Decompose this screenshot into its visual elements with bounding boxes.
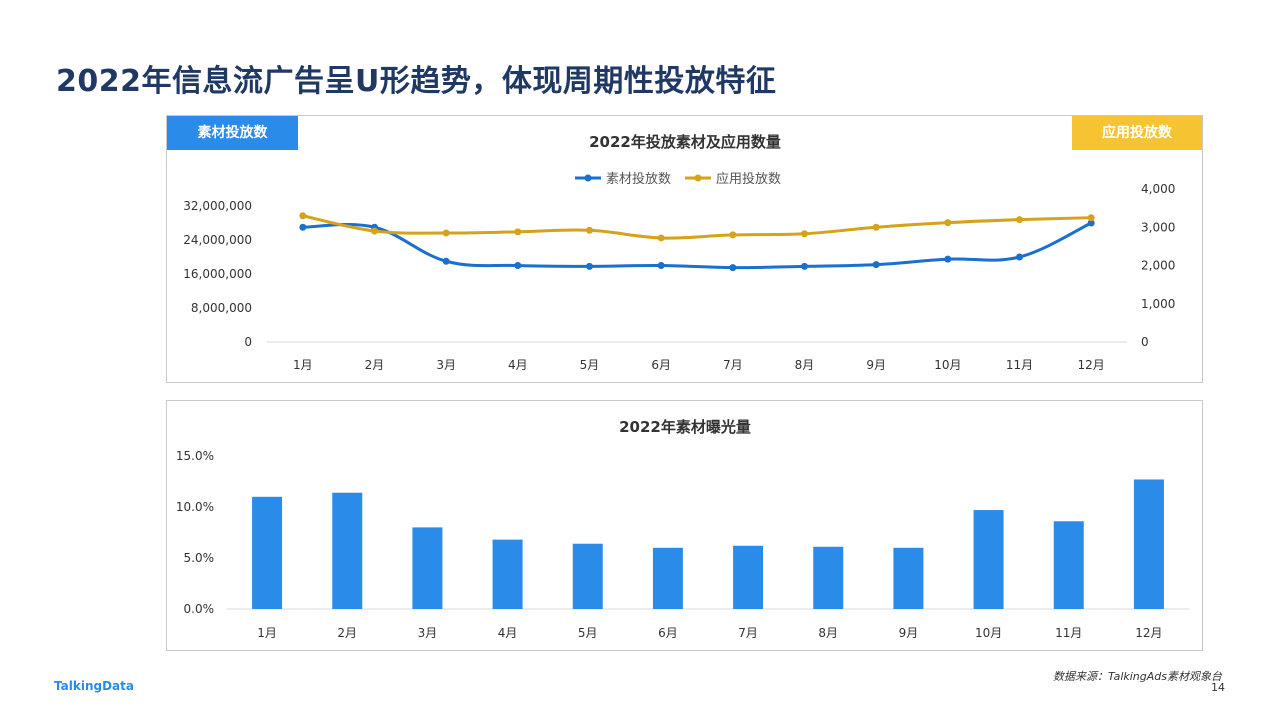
chart-title: 2022年投放素材及应用数量 bbox=[589, 133, 781, 151]
series-point-1 bbox=[872, 261, 880, 269]
y-tick: 5.0% bbox=[184, 551, 215, 565]
bar bbox=[813, 546, 844, 609]
x-tick: 10月 bbox=[934, 358, 961, 372]
y-left-tick: 0 bbox=[244, 335, 252, 349]
series-point-2 bbox=[586, 226, 593, 234]
x-tick: 1月 bbox=[293, 358, 313, 372]
x-tick: 3月 bbox=[436, 358, 456, 372]
y-right-tick: 3,000 bbox=[1141, 220, 1175, 234]
page-title: 2022年信息流广告呈U形趋势，体现周期性投放特征 bbox=[56, 64, 777, 99]
bar bbox=[1053, 521, 1084, 609]
series-point-2 bbox=[657, 234, 665, 242]
right-axis-tag: 应用投放数 bbox=[1072, 116, 1202, 150]
series-point-1 bbox=[299, 223, 307, 231]
series-point-1 bbox=[729, 264, 737, 272]
y-left-tick: 16,000,000 bbox=[183, 267, 252, 281]
bar bbox=[252, 496, 283, 609]
x-tick: 2月 bbox=[365, 358, 385, 372]
x-tick: 6月 bbox=[658, 626, 678, 640]
x-tick: 12月 bbox=[1135, 626, 1162, 640]
series-point-1 bbox=[1016, 253, 1023, 261]
x-tick: 2月 bbox=[337, 626, 357, 640]
series-point-1 bbox=[657, 262, 665, 269]
y-right-tick: 4,000 bbox=[1141, 182, 1175, 196]
bar-chart-panel: 2022年素材曝光量 0.0% 5.0% 10.0% 15.0% 1月 2月 3月 4月 5月 6月… bbox=[166, 400, 1203, 651]
y-tick: 0.0% bbox=[184, 602, 215, 616]
bar-chart: 2022年素材曝光量 0.0% 5.0% 10.0% 15.0% 1月 2月 3月 4月 5月 6月… bbox=[176, 418, 1189, 640]
series-point-2 bbox=[872, 223, 880, 231]
x-tick: 8月 bbox=[818, 626, 838, 640]
series-point-1 bbox=[1087, 219, 1095, 227]
y-right-tick: 0 bbox=[1141, 335, 1149, 349]
x-tick: 9月 bbox=[899, 626, 919, 640]
data-source-note: 数据来源：TalkingAds素材观象台 bbox=[1053, 670, 1222, 683]
legend-marker-2 bbox=[694, 174, 702, 182]
x-tick: 4月 bbox=[508, 358, 528, 372]
series-point-2 bbox=[1087, 214, 1095, 222]
y-left-tick: 24,000,000 bbox=[183, 233, 252, 247]
series-point-2 bbox=[371, 227, 378, 235]
series-point-1 bbox=[944, 255, 952, 263]
bar bbox=[332, 492, 363, 609]
y-tick: 15.0% bbox=[176, 449, 214, 463]
series-point-1 bbox=[586, 262, 593, 270]
x-tick: 10月 bbox=[975, 626, 1002, 640]
series-point-2 bbox=[801, 230, 808, 238]
bar bbox=[572, 543, 603, 609]
bar bbox=[733, 545, 764, 609]
series-point-2 bbox=[1016, 216, 1023, 224]
series-point-2 bbox=[299, 212, 307, 220]
x-tick: 3月 bbox=[418, 626, 438, 640]
series-point-1 bbox=[442, 257, 450, 265]
x-tick: 1月 bbox=[257, 626, 277, 640]
series-point-2 bbox=[729, 231, 737, 239]
chart-title: 2022年素材曝光量 bbox=[619, 418, 751, 436]
left-axis-tag: 素材投放数 bbox=[167, 116, 298, 150]
series-point-1 bbox=[801, 262, 808, 270]
x-tick: 7月 bbox=[723, 358, 743, 372]
bar bbox=[652, 547, 683, 609]
line-chart-panel: 素材投放数 应用投放数 2022年投放素材及应用数量 素材投放数 应用投放数 0 8,0… bbox=[166, 115, 1203, 383]
series-point-2 bbox=[944, 219, 952, 227]
series-line-1 bbox=[302, 221, 1092, 270]
series-point-2 bbox=[514, 228, 522, 236]
page-number: 14 bbox=[1211, 681, 1225, 694]
bar bbox=[1133, 479, 1164, 609]
series-point-1 bbox=[514, 262, 522, 269]
x-tick: 6月 bbox=[651, 358, 671, 372]
bar bbox=[973, 510, 1004, 609]
y-right-tick: 1,000 bbox=[1141, 297, 1175, 311]
talkingdata-logo: TalkingData bbox=[54, 679, 134, 693]
x-tick: 5月 bbox=[580, 358, 600, 372]
x-tick: 11月 bbox=[1006, 358, 1033, 372]
series-point-2 bbox=[442, 229, 450, 237]
bar bbox=[492, 539, 523, 609]
y-right-tick: 2,000 bbox=[1141, 259, 1175, 273]
y-left-tick: 8,000,000 bbox=[191, 301, 252, 315]
x-tick: 12月 bbox=[1078, 358, 1105, 372]
x-tick: 11月 bbox=[1055, 626, 1082, 640]
bar bbox=[412, 527, 443, 609]
x-tick: 8月 bbox=[795, 358, 815, 372]
legend-label-1: 素材投放数 bbox=[606, 171, 671, 187]
series-line-2 bbox=[302, 214, 1092, 240]
x-tick: 4月 bbox=[498, 626, 518, 640]
legend-label-2: 应用投放数 bbox=[716, 171, 781, 187]
legend-marker-1 bbox=[584, 174, 592, 182]
bar bbox=[893, 547, 924, 609]
y-left-tick: 32,000,000 bbox=[183, 199, 252, 213]
x-tick: 7月 bbox=[738, 626, 758, 640]
y-tick: 10.0% bbox=[176, 500, 214, 514]
x-tick: 9月 bbox=[866, 358, 886, 372]
x-tick: 5月 bbox=[578, 626, 598, 640]
